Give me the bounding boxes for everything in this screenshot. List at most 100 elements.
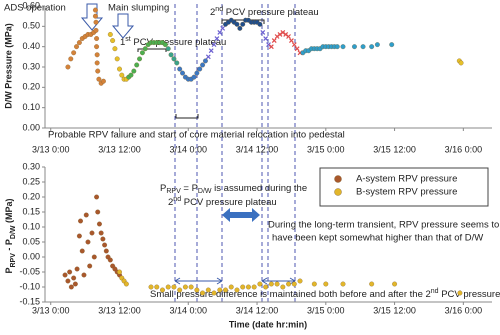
point [203,58,208,64]
point [67,269,73,275]
x-tick-label: 3/15 0:00 [307,305,345,315]
point [369,281,375,287]
x-tick-label: 3/16 0:00 [445,305,483,315]
point [83,212,89,218]
point [68,56,74,62]
point [65,64,71,70]
point [214,36,220,41]
point [286,34,291,39]
point [154,284,160,290]
point [274,281,280,287]
point [79,248,85,254]
point [110,38,116,44]
legend-label: A-system RPV pressure [356,174,457,185]
y-tick-label: 0.60 [22,0,40,10]
point [257,281,263,287]
point [165,284,171,290]
point [85,239,91,245]
point [94,44,100,50]
arrow [80,3,104,31]
point [268,281,274,287]
annotation-part: RPV [166,188,181,195]
point [194,70,200,76]
point [96,221,102,227]
point [217,287,223,293]
point [263,284,269,290]
x-tick-label: 3/13 12:00 [98,305,141,315]
point [65,278,71,284]
annotation-part: nd [431,288,439,295]
point [205,287,211,293]
point [89,230,95,236]
point [271,38,277,43]
series [165,46,180,66]
point [288,38,294,43]
point [91,254,97,260]
point [168,52,174,58]
y-axis-title-part: - P [4,239,14,253]
point [194,287,200,293]
legend-marker [334,188,342,196]
point [76,233,82,239]
point [98,230,104,236]
point [311,281,317,287]
annotation: 2nd PCV pressure plateau [210,6,319,18]
y-tick-label: 0.40 [22,41,40,51]
point [291,281,297,287]
point [119,72,125,78]
annotation-part: = P [181,183,198,194]
point [72,281,78,287]
y-tick-label: 0.30 [22,161,40,171]
point [171,284,177,290]
point [323,281,329,287]
point [68,284,74,290]
point [228,284,234,290]
point [117,269,122,275]
double-arrow [222,208,260,222]
point [74,266,80,272]
point [374,42,380,48]
point [123,281,129,287]
point [131,68,137,74]
x-tick-label: 3/14 12:00 [236,144,279,154]
point [177,66,183,72]
point [211,42,217,48]
point [223,287,228,293]
annotation-part: is assumed during the [212,183,308,194]
annotation-part: 1 [120,37,125,48]
point [142,46,148,52]
series [268,30,303,56]
point [182,284,188,290]
y-tick-label: 0.15 [22,206,40,216]
series [126,40,168,80]
point [93,19,99,25]
annotation: Small pressure difference is maintained … [150,288,500,300]
point [95,68,101,74]
point [180,70,185,76]
x-tick-label: 3/14 12:00 [236,305,279,315]
point [81,272,87,278]
point [200,62,206,68]
point [128,72,134,78]
point [94,36,100,41]
point [114,56,120,62]
point [87,263,93,269]
y-tick-label: 0.25 [22,176,40,186]
point [71,275,77,281]
point [352,44,357,50]
point [237,25,243,31]
y-tick-label: -0.15 [19,296,40,306]
y-tick-label: 0.20 [22,191,40,201]
annotation-part: st [125,36,131,43]
point [205,54,211,60]
point [297,278,303,284]
point [294,46,300,52]
annotation: Main slumping [108,3,169,14]
y-axis-title-part: P [4,268,14,274]
y-axis-title: PRPV - PD/W (MPa) [4,198,16,273]
point [78,218,83,224]
x-axis-title: Time (date hr:min) [229,319,307,329]
point [93,27,99,33]
x-tick-label: 3/13 0:00 [32,144,70,154]
double-arrow [174,277,296,285]
